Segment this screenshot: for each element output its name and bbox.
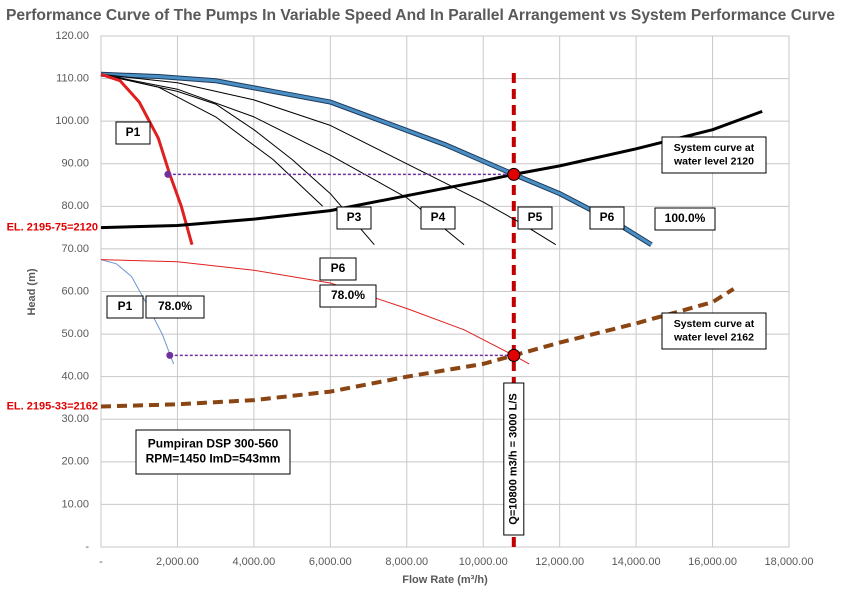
y-tick-label: 50.00	[61, 328, 89, 340]
x-tick-label: 2,000.00	[156, 556, 199, 568]
marker-dot	[166, 351, 174, 359]
x-tick-label: 14,000.00	[612, 556, 661, 568]
annotation-text: P5	[528, 210, 543, 224]
annotation-box	[319, 257, 357, 281]
reference-label-box	[503, 382, 525, 536]
annotation-box	[319, 284, 377, 308]
curve	[100, 73, 557, 246]
annotation-box	[336, 206, 372, 230]
curve	[100, 72, 653, 246]
curve	[100, 73, 375, 246]
curve	[100, 72, 194, 246]
x-tick-label: 8,000.00	[385, 556, 428, 568]
annotation-text: P1	[118, 299, 133, 313]
annotation-text: P4	[431, 210, 446, 224]
annotation-box	[115, 121, 151, 145]
annotation-text: System curve at	[674, 318, 755, 330]
curve	[100, 259, 175, 365]
y-tick-label: 100.00	[55, 115, 89, 127]
y-tick-label: 110.00	[56, 72, 89, 84]
y-tick-label: 40.00	[61, 371, 89, 383]
annotation-box	[661, 136, 767, 174]
annotation-text: P6	[600, 210, 615, 224]
annotation-box	[589, 206, 625, 230]
level-label: EL. 2195-33=2162	[7, 400, 98, 412]
y-axis-title: Head (m)	[26, 268, 38, 315]
marker-circle	[507, 167, 521, 181]
level-label: EL. 2195-75=2120	[7, 222, 98, 234]
x-tick-label: 18,000.00	[765, 556, 814, 568]
annotation-box	[517, 206, 553, 230]
annotation-box	[654, 207, 716, 231]
annotation-text: P6	[331, 261, 346, 275]
y-tick-label: 120.00	[55, 30, 89, 42]
annotation-text: RPM=1450 ImD=543mm	[146, 452, 281, 466]
x-tick-label: 4,000.00	[232, 556, 275, 568]
annotation-text: P3	[347, 210, 362, 224]
annotation-box	[661, 312, 767, 350]
annotation-text: water level 2120	[673, 156, 754, 168]
annotation-text: Pumpiran DSP 300-560	[148, 437, 279, 451]
y-tick-label: 70.00	[61, 243, 89, 255]
annotation-text: P1	[126, 125, 141, 139]
x-tick-label: 10,000.00	[459, 556, 508, 568]
x-tick-label: 16,000.00	[688, 556, 737, 568]
x-tick-label: -	[99, 556, 103, 568]
annotation-box	[145, 295, 205, 319]
x-axis-title: Flow Rate (m³/h)	[402, 574, 488, 586]
annotation-box	[135, 429, 291, 475]
annotation-text: 78.0%	[158, 299, 192, 313]
annotation-text: System curve at	[674, 142, 755, 154]
marker-dot	[164, 170, 172, 178]
marker-circle	[507, 348, 521, 362]
chart-title: Performance Curve of The Pumps In Variab…	[6, 7, 835, 24]
annotation-text: 100.0%	[665, 211, 706, 225]
y-tick-label: 30.00	[61, 413, 89, 425]
y-tick-label: 90.00	[61, 158, 89, 170]
reference-label: Q=10800 m3/h = 3000 L/S	[508, 393, 520, 524]
y-tick-label: 10.00	[61, 498, 89, 510]
x-tick-label: 6,000.00	[309, 556, 352, 568]
annotation-text: 78.0%	[331, 288, 365, 302]
y-tick-label: 80.00	[61, 200, 89, 212]
curve	[100, 73, 465, 246]
x-tick-label: 12,000.00	[535, 556, 584, 568]
annotation-text: water level 2162	[673, 332, 754, 344]
annotation-box	[106, 295, 144, 319]
annotation-box	[420, 206, 456, 230]
y-tick-label: 20.00	[61, 456, 89, 468]
y-tick-label: -	[85, 541, 89, 553]
y-tick-label: 60.00	[61, 285, 89, 297]
